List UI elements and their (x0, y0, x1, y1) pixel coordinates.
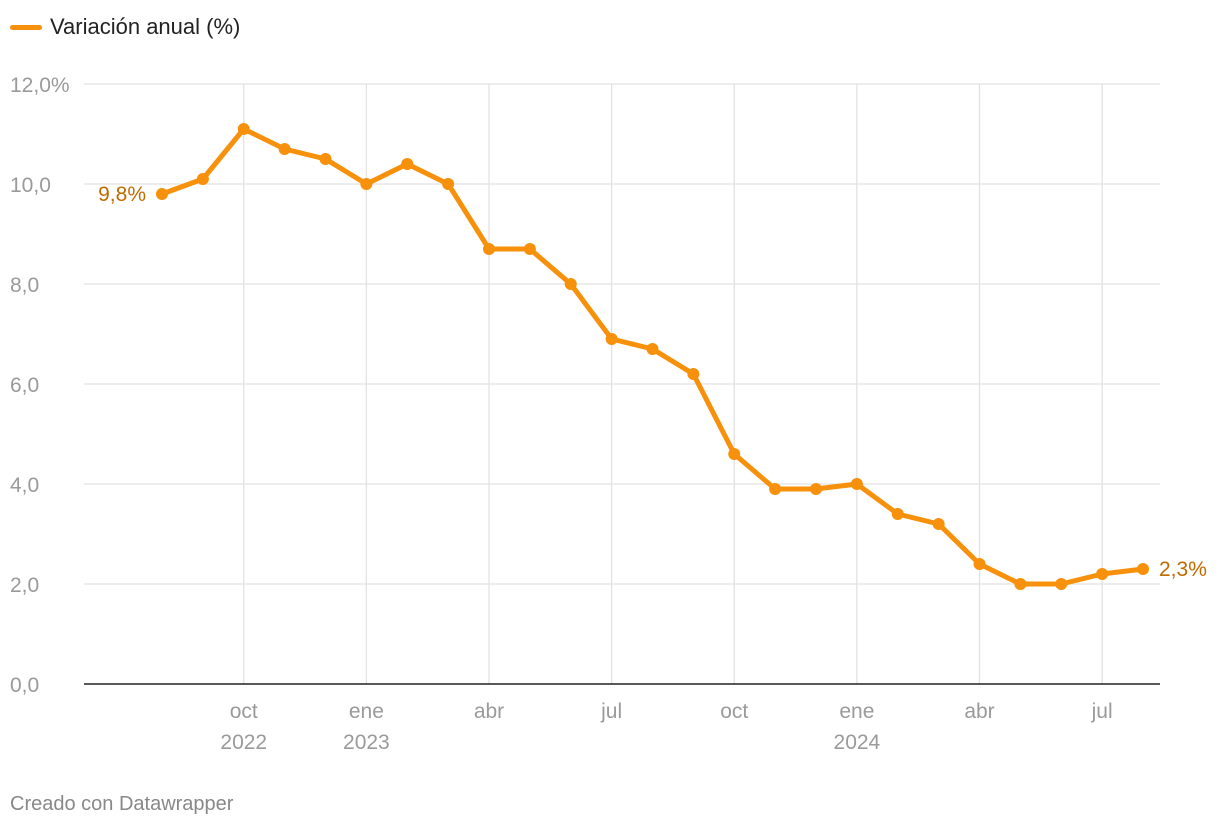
legend: Variación anual (%) (10, 14, 240, 40)
y-tick-label: 12,0% (10, 74, 70, 97)
data-point (523, 243, 536, 255)
data-point (1137, 563, 1149, 575)
y-tick-label: 6,0 (10, 374, 39, 397)
footer-credit: Creado con Datawrapper (10, 793, 234, 815)
data-point (564, 278, 577, 290)
data-point (401, 158, 414, 170)
x-tick-label: oct (720, 700, 748, 723)
data-point (932, 518, 945, 530)
data-point (728, 448, 741, 460)
data-point (891, 508, 904, 520)
data-label: 2,3% (1159, 558, 1207, 581)
x-tick-label: jul (1091, 700, 1113, 723)
legend-label: Variación anual (%) (50, 14, 241, 39)
y-tick-label: 2,0 (10, 574, 39, 597)
data-point (1014, 578, 1027, 590)
data-point (360, 178, 373, 190)
y-tick-label: 10,0 (10, 174, 51, 197)
y-tick-label: 0,0 (10, 674, 39, 697)
legend-swatch (10, 24, 42, 30)
data-point (1055, 578, 1068, 590)
data-point (483, 243, 495, 255)
x-tick-label: jul (600, 700, 622, 723)
x-tick-year-label: 2022 (220, 731, 267, 754)
data-point (810, 483, 822, 495)
data-point (973, 558, 986, 570)
data-point (646, 343, 659, 355)
x-tick-year-label: 2024 (834, 731, 881, 754)
data-point (319, 153, 332, 165)
x-tick-label: abr (474, 700, 504, 723)
data-point (1096, 568, 1109, 580)
x-tick-label: oct (230, 700, 258, 723)
data-label: 9,8% (98, 183, 146, 206)
y-tick-label: 8,0 (10, 274, 39, 297)
y-tick-label: 4,0 (10, 474, 39, 497)
data-point (605, 333, 618, 345)
data-point (278, 143, 291, 155)
data-point (442, 178, 455, 190)
data-point (196, 173, 209, 185)
data-point (850, 478, 863, 490)
x-tick-year-label: 2023 (343, 731, 390, 754)
x-tick-label: abr (964, 700, 994, 723)
x-tick-label: ene (839, 700, 874, 723)
data-point (237, 123, 250, 135)
data-point (769, 483, 782, 495)
x-tick-label: ene (349, 700, 384, 723)
data-point (687, 368, 700, 380)
series-line (159, 126, 1146, 587)
data-point (156, 188, 168, 200)
